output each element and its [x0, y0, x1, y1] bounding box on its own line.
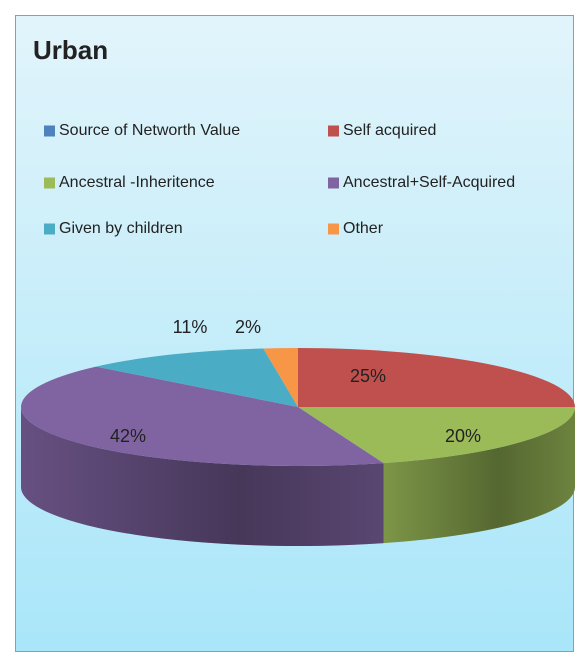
data-label: 25% — [350, 366, 386, 386]
pie-slice — [21, 366, 384, 466]
pie-slice — [298, 348, 575, 407]
legend-swatch — [328, 125, 339, 137]
chart-title: Urban — [33, 35, 108, 65]
legend-label: Ancestral -Inheritence — [59, 174, 215, 191]
legend-swatch — [44, 125, 55, 137]
legend-label: Ancestral+Self-Acquired — [343, 174, 515, 191]
data-label: 42% — [110, 426, 146, 446]
pie-slice — [96, 348, 299, 407]
legend-swatch — [44, 223, 55, 235]
legend-swatch — [44, 177, 55, 189]
data-label: 20% — [445, 426, 481, 446]
pie-side-shade — [21, 407, 384, 546]
legend-swatch — [328, 223, 339, 235]
legend-label: Given by children — [59, 220, 183, 237]
legend-swatch — [328, 177, 339, 189]
pie-side-shade — [383, 407, 575, 544]
legend-label: Other — [343, 220, 384, 237]
legend-label: Self acquired — [343, 122, 436, 139]
pie-slice — [298, 407, 575, 464]
data-label: 11% — [173, 317, 208, 337]
legend-label: Source of Networth Value — [59, 122, 240, 139]
data-label: 2% — [235, 317, 261, 337]
pie-slice — [263, 348, 298, 407]
chart-frame — [15, 15, 574, 652]
